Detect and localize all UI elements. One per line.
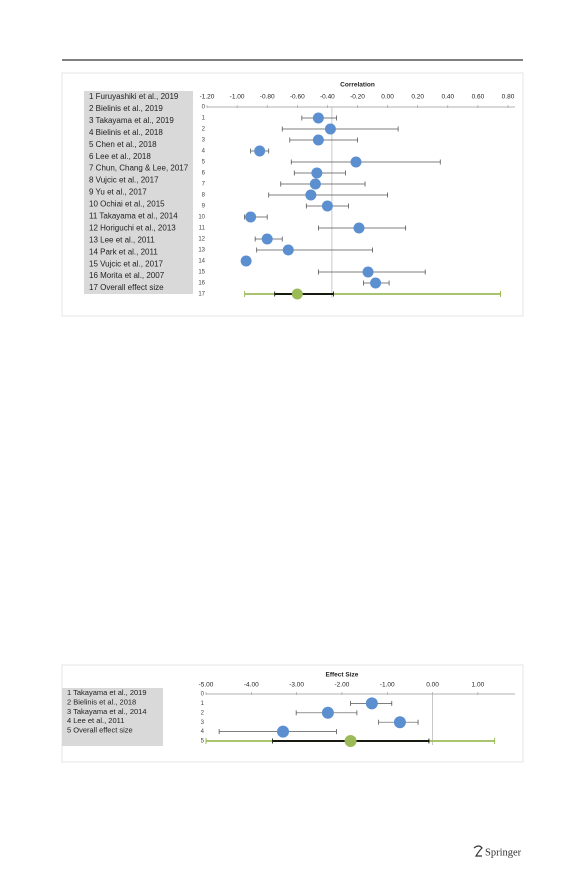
x-tick-label: -2.00 <box>335 682 350 689</box>
overall-effect-point <box>291 288 303 300</box>
publisher-name: Springer <box>485 847 522 858</box>
study-label: 2 Bielinis et al., 2018 <box>67 697 136 706</box>
study-label: 2 Bielinis et al., 2019 <box>89 104 163 113</box>
effect-point <box>254 145 266 157</box>
study-label: 11 Takayama et al., 2014 <box>89 212 178 221</box>
figure-frame <box>61 72 524 317</box>
study-label: 16 Morita et al., 2007 <box>89 271 165 280</box>
row-number: 16 <box>198 281 205 287</box>
publisher-logo <box>473 845 483 857</box>
row-number: 4 <box>202 149 206 155</box>
effect-point <box>240 255 252 267</box>
row-number: 14 <box>198 259 205 265</box>
study-label: 10 Ochiai et al., 2015 <box>89 200 165 209</box>
study-label: 13 Lee et al., 2011 <box>89 235 155 244</box>
x-tick-label: -0.20 <box>350 94 365 101</box>
effect-point <box>312 134 324 146</box>
x-tick-label: 0.40 <box>441 94 454 101</box>
effect-point <box>393 716 406 729</box>
effect-point <box>324 123 336 135</box>
study-label: 8 Vujcic et al., 2017 <box>89 176 159 185</box>
study-label: 9 Yu et al., 2017 <box>89 188 147 197</box>
row-number: 10 <box>198 215 205 221</box>
study-label: 14 Park et al., 2011 <box>89 247 158 256</box>
x-tick-label: 0.60 <box>472 94 485 101</box>
effect-point <box>350 156 362 168</box>
row-number: 2 <box>202 127 206 133</box>
row-number: 0 <box>202 105 206 111</box>
x-tick-label: -1.20 <box>200 94 215 101</box>
study-label: 6 Lee et al., 2018 <box>89 152 151 161</box>
x-tick-label: 1.00 <box>472 682 485 689</box>
x-tick-label: -0.80 <box>260 94 275 101</box>
effect-point <box>353 222 365 234</box>
effect-point <box>261 233 273 245</box>
x-tick-label: -0.60 <box>290 94 305 101</box>
row-number: 3 <box>202 138 206 144</box>
row-number: 1 <box>201 701 205 707</box>
row-number: 5 <box>202 160 206 166</box>
study-label-table <box>84 91 193 294</box>
x-axis-title: Effect Size <box>326 672 359 679</box>
study-label: 3 Takayama et al., 2014 <box>67 707 147 716</box>
effect-point <box>311 167 323 179</box>
effect-point <box>309 178 321 190</box>
effect-point <box>365 697 378 710</box>
study-label: 12 Horiguchi et al., 2013 <box>89 223 176 232</box>
study-label: 15 Vujcic et al., 2017 <box>89 259 164 268</box>
effect-point <box>321 200 333 212</box>
study-label: 4 Lee et al., 2011 <box>67 716 124 725</box>
study-label: 7 Chun, Chang & Lee, 2017 <box>89 164 189 173</box>
effect-point <box>282 244 294 256</box>
effect-point <box>312 112 324 124</box>
x-tick-label: -5.00 <box>199 682 214 689</box>
row-number: 4 <box>201 729 205 735</box>
x-tick-label: 0.00 <box>426 682 439 689</box>
study-label: 17 Overall effect size <box>89 283 164 292</box>
x-tick-label: -0.40 <box>320 94 335 101</box>
row-number: 1 <box>202 116 206 122</box>
row-number: 17 <box>198 292 205 298</box>
x-tick-label: -3.00 <box>289 682 304 689</box>
x-tick-label: 0.80 <box>502 94 515 101</box>
row-number: 12 <box>198 237 205 243</box>
row-number: 11 <box>199 226 206 232</box>
x-tick-label: -4.00 <box>244 682 259 689</box>
row-number: 0 <box>201 692 205 698</box>
study-label: 1 Takayama et al., 2019 <box>67 688 147 697</box>
study-label: 5 Overall effect size <box>67 726 133 735</box>
study-label: 1 Furuyashiki et al., 2019 <box>89 92 179 101</box>
row-number: 6 <box>202 171 206 177</box>
effect-point <box>362 266 374 278</box>
study-label: 4 Bielinis et al., 2018 <box>89 128 163 137</box>
study-label: 5 Chen et al., 2018 <box>89 140 157 149</box>
row-number: 2 <box>201 710 205 716</box>
effect-point <box>245 211 257 223</box>
row-number: 8 <box>202 193 206 199</box>
effect-point <box>277 725 290 738</box>
x-tick-label: -1.00 <box>230 94 245 101</box>
row-number: 9 <box>202 204 206 210</box>
x-tick-label: -1.00 <box>380 682 395 689</box>
row-number: 7 <box>202 182 206 188</box>
overall-effect-point <box>344 735 357 747</box>
x-tick-label: 0.20 <box>411 94 424 101</box>
study-label: 3 Takayama et al., 2019 <box>89 116 174 125</box>
row-number: 15 <box>198 270 205 276</box>
effect-point <box>321 706 334 719</box>
row-number: 3 <box>201 720 205 726</box>
x-tick-label: 0.00 <box>381 94 394 101</box>
study-label-table <box>62 688 163 746</box>
effect-point <box>305 189 317 201</box>
row-number: 5 <box>201 739 205 745</box>
x-axis-title: Correlation <box>340 82 375 89</box>
row-number: 13 <box>198 248 205 254</box>
effect-point <box>370 277 382 289</box>
